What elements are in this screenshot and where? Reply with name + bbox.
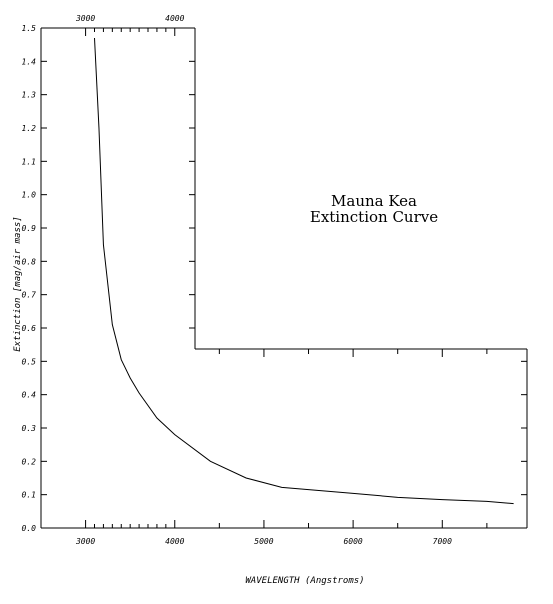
y-tick-label: 1.3 (22, 91, 37, 100)
y-tick-label: 0.8 (22, 257, 37, 266)
extinction-curve-line (94, 37, 514, 505)
y-tick-label: 0.0 (22, 524, 37, 533)
y-tick-label: 0.9 (22, 224, 37, 233)
y-tick-label: 1.4 (22, 57, 37, 66)
y-tick-label: 0.3 (22, 424, 37, 433)
y-tick-label: 0.2 (22, 457, 37, 466)
x-tick-label: 7000 (433, 537, 452, 546)
y-tick-label: 1.0 (22, 191, 37, 200)
x-tick-label: 3000 (75, 537, 95, 546)
y-tick-label: 1.5 (22, 24, 37, 33)
y-axis-label: Extinction [mag/air mass] (13, 216, 23, 351)
axis-ticks (41, 27, 527, 529)
x-top-tick-label: 3000 (75, 14, 95, 23)
y-tick-label: 0.6 (22, 324, 37, 333)
y-tick-label: 0.7 (22, 291, 37, 300)
y-tick-label: 0.1 (22, 491, 36, 500)
x-tick-label: 5000 (254, 537, 273, 546)
x-tick-label: 6000 (343, 537, 362, 546)
x-axis-label: WAVELENGTH (Angstroms) (245, 576, 364, 586)
y-tick-label: 0.5 (22, 357, 37, 366)
chart-title-line-1: Mauna Kea (331, 192, 417, 210)
y-tick-label: 1.2 (22, 124, 37, 133)
x-top-tick-label: 4000 (165, 14, 184, 23)
y-tick-label: 0.4 (22, 391, 37, 400)
chart-title-line-2: Extinction Curve (310, 208, 438, 226)
tick-labels: 0.0 0.1 0.2 0.3 0.4 0.5 0.6 0.7 0.8 0.9 1.0 1.1 1.2 1… (22, 14, 453, 546)
axes-frame (40, 27, 528, 529)
x-tick-label: 4000 (165, 537, 184, 546)
y-tick-label: 1.1 (22, 157, 36, 166)
